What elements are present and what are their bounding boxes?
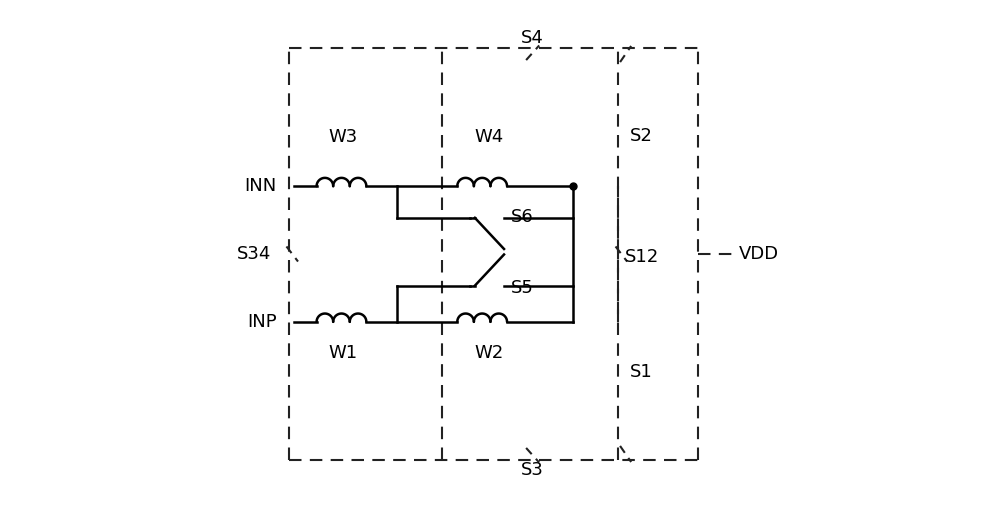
Text: W2: W2 [474, 344, 504, 362]
Text: W4: W4 [474, 128, 504, 146]
Text: S2: S2 [630, 127, 653, 145]
Text: S1: S1 [630, 363, 652, 381]
Text: S4: S4 [521, 29, 544, 47]
Text: VDD: VDD [739, 245, 779, 263]
Text: W1: W1 [329, 344, 358, 362]
Text: INP: INP [247, 313, 276, 331]
Text: S5: S5 [511, 279, 534, 297]
Text: S12: S12 [625, 247, 659, 266]
Text: S6: S6 [511, 208, 534, 227]
Text: INN: INN [244, 177, 276, 195]
Text: W3: W3 [329, 128, 358, 146]
Text: S34: S34 [237, 245, 271, 263]
Text: S3: S3 [521, 461, 544, 479]
